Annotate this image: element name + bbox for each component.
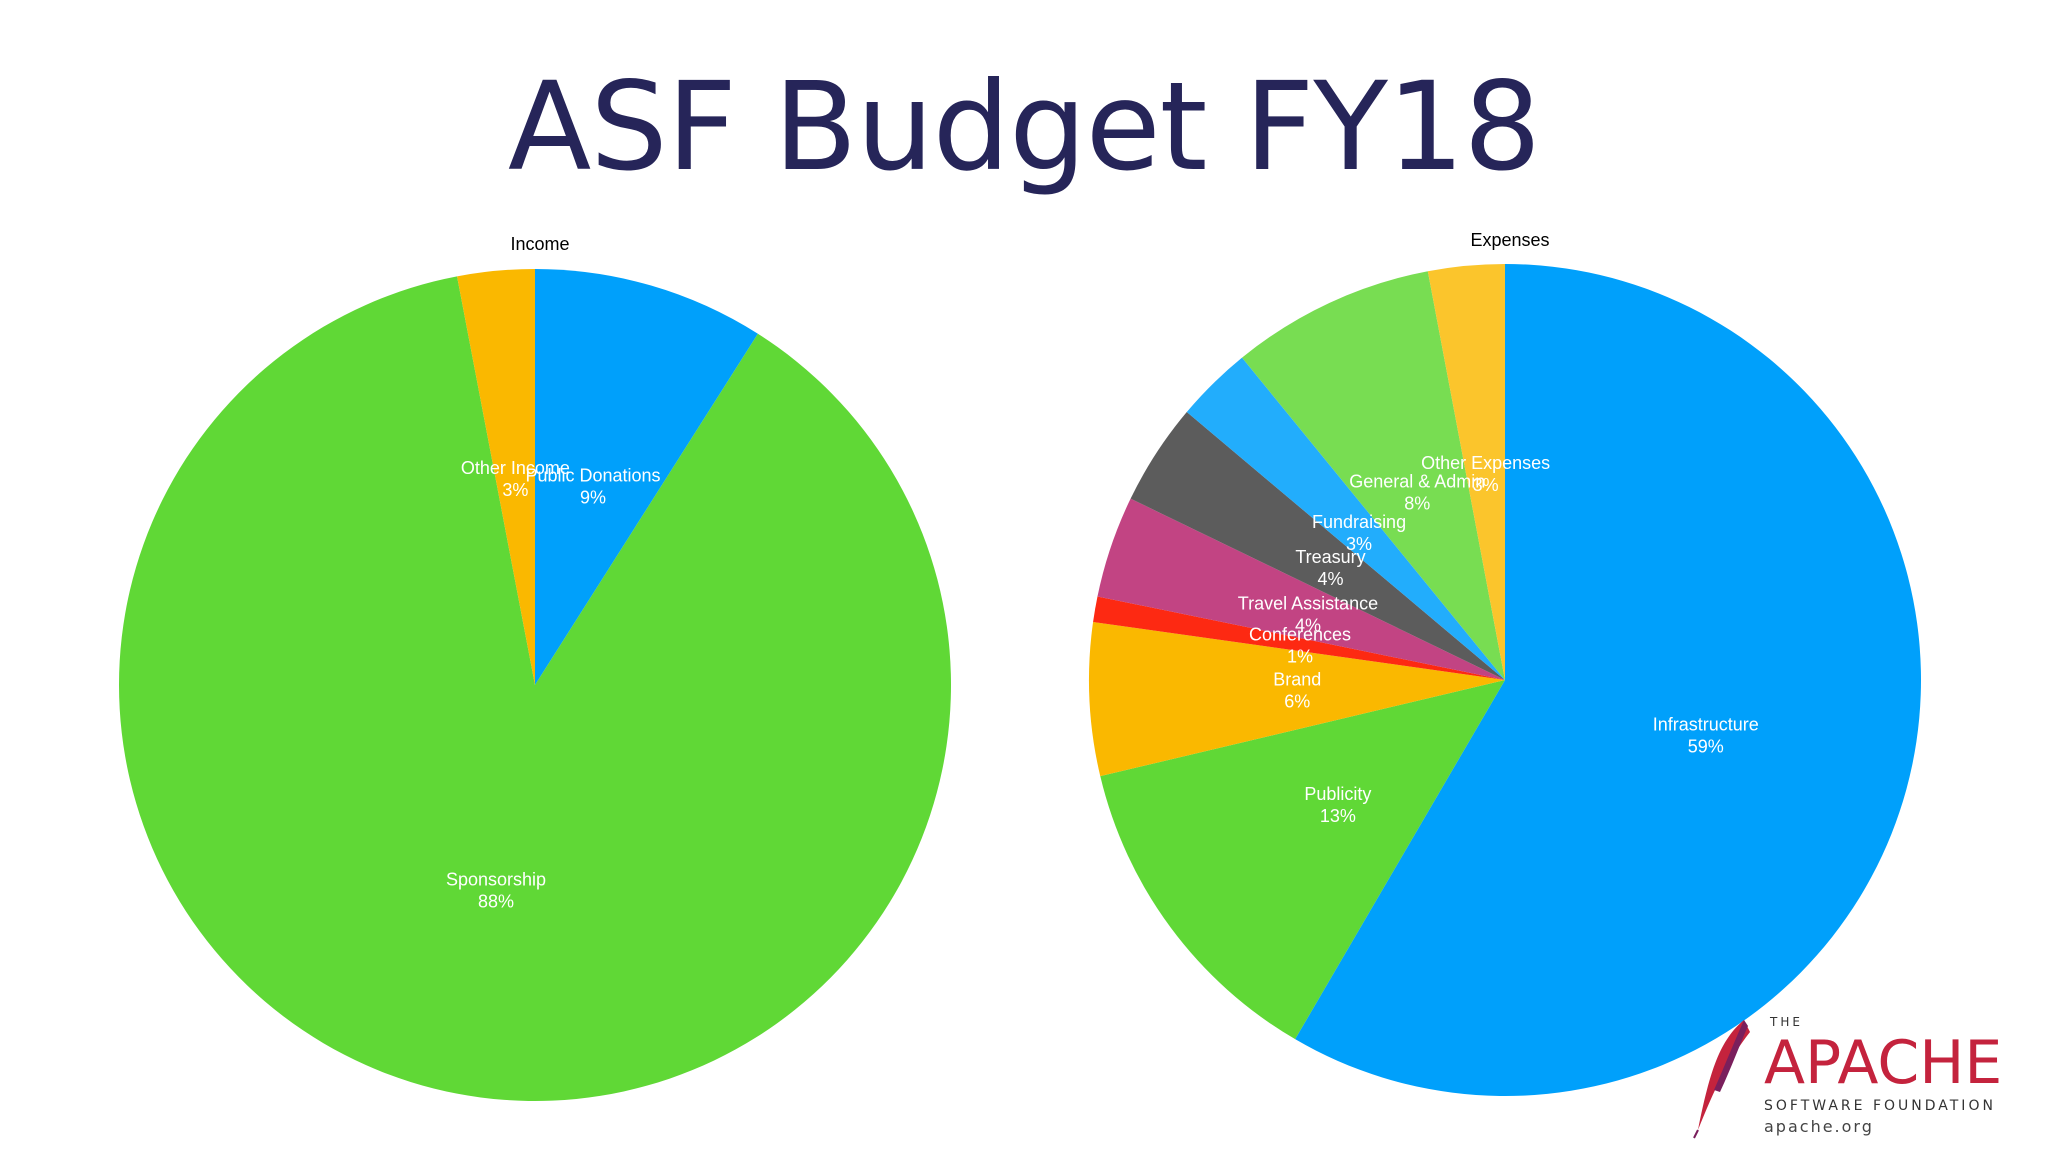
- slice-label-fundraising: Fundraising: [1312, 512, 1406, 532]
- slice-value-general-admin: 8%: [1404, 493, 1430, 513]
- slice-value-publicity: 13%: [1320, 806, 1356, 826]
- slice-value-travel-assistance: 4%: [1295, 615, 1321, 635]
- pie-slice-other-expenses: [1427, 264, 1505, 680]
- slice-label-treasury: Treasury: [1295, 547, 1365, 567]
- pie-slice-sponsorship: [118, 276, 951, 1101]
- apache-logo: THE APACHE SOFTWARE FOUNDATION apache.or…: [1693, 1015, 2002, 1139]
- slice-value-sponsorship: 88%: [478, 891, 514, 911]
- slice-label-public-donations: Public Donations: [525, 465, 660, 485]
- slice-value-treasury: 4%: [1317, 569, 1343, 589]
- slice-value-other-expenses: 3%: [1473, 475, 1499, 495]
- slice-value-fundraising: 3%: [1346, 534, 1372, 554]
- slice-value-brand: 6%: [1284, 692, 1310, 712]
- pie-slice-infrastructure: [1295, 264, 1921, 1096]
- slice-value-other-income: 3%: [502, 480, 528, 500]
- expenses-chart-title: Expenses: [1470, 230, 1549, 250]
- pie-slice-publicity: [1100, 680, 1505, 1040]
- slide-title: ASF Budget FY18: [507, 56, 1541, 198]
- income-chart-title: Income: [510, 234, 569, 254]
- slice-value-conferences: 1%: [1287, 647, 1313, 667]
- logo-name: APACHE: [1764, 1028, 2002, 1098]
- pie-slice-travel-assistance: [1097, 498, 1505, 680]
- slice-label-travel-assistance: Travel Assistance: [1238, 593, 1378, 613]
- pie-slice-fundraising: [1186, 357, 1505, 680]
- slice-label-other-income: Other Income: [461, 458, 570, 478]
- slice-label-brand: Brand: [1273, 670, 1321, 690]
- logo-subtitle: SOFTWARE FOUNDATION: [1764, 1098, 1996, 1114]
- pie-slice-general-admin: [1242, 271, 1505, 680]
- slice-label-infrastructure: Infrastructure: [1653, 714, 1759, 734]
- pie-slice-conferences: [1093, 596, 1505, 680]
- slice-value-infrastructure: 59%: [1688, 736, 1724, 756]
- pie-slice-public-donations: [535, 269, 758, 685]
- slice-label-other-expenses: Other Expenses: [1421, 453, 1550, 473]
- logo-url: apache.org: [1764, 1117, 1874, 1136]
- slice-label-general-admin: General & Admin: [1349, 471, 1485, 491]
- slice-label-publicity: Publicity: [1304, 784, 1371, 804]
- logo-the: THE: [1769, 1015, 1803, 1029]
- slice-label-conferences: Conferences: [1249, 625, 1351, 645]
- pie-slice-treasury: [1130, 412, 1505, 680]
- pie-slice-other-income: [457, 269, 535, 685]
- slice-label-sponsorship: Sponsorship: [446, 869, 546, 889]
- slice-value-public-donations: 9%: [580, 487, 606, 507]
- feather-icon: [1693, 1020, 1750, 1139]
- pie-slice-brand: [1088, 621, 1505, 777]
